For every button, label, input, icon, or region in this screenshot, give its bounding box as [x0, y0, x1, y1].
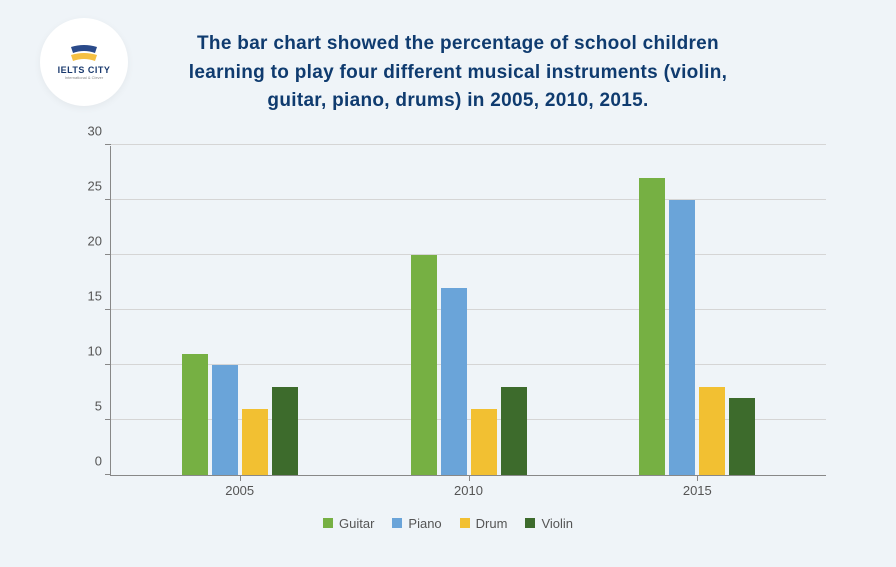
legend-swatch: [323, 518, 333, 528]
chart-legend: Guitar Piano Drum Violin: [30, 516, 866, 531]
logo-icon: [58, 45, 111, 63]
y-tick: [105, 199, 111, 200]
legend-label: Piano: [408, 516, 441, 531]
y-axis: 051015202530: [70, 146, 110, 476]
y-tick: [105, 309, 111, 310]
y-tick: [105, 419, 111, 420]
bar: [272, 387, 298, 475]
y-tick-label: 20: [88, 233, 102, 248]
legend-swatch: [392, 518, 402, 528]
legend-label: Drum: [476, 516, 508, 531]
x-tick-label: 2015: [683, 483, 712, 498]
y-tick-label: 5: [95, 398, 102, 413]
bar: [441, 288, 467, 475]
bar-group: [411, 255, 527, 475]
legend-label: Guitar: [339, 516, 374, 531]
logo-badge: IELTS CITY International & Clever: [40, 18, 128, 106]
legend-item: Drum: [460, 516, 508, 531]
y-tick-label: 10: [88, 343, 102, 358]
bar: [182, 354, 208, 475]
bar: [729, 398, 755, 475]
bar: [212, 365, 238, 475]
x-tick: [240, 475, 241, 481]
y-tick-label: 25: [88, 178, 102, 193]
gridline: [111, 144, 826, 145]
y-tick-label: 30: [88, 123, 102, 138]
bar: [669, 200, 695, 475]
page-container: IELTS CITY International & Clever The ba…: [0, 0, 896, 567]
bar: [242, 409, 268, 475]
x-tick-label: 2005: [225, 483, 254, 498]
logo-inner: IELTS CITY International & Clever: [58, 45, 111, 80]
bar: [699, 387, 725, 475]
y-tick: [105, 474, 111, 475]
legend-swatch: [525, 518, 535, 528]
bar: [501, 387, 527, 475]
y-tick: [105, 364, 111, 365]
bar-group: [639, 178, 755, 475]
bar-group: [182, 354, 298, 475]
legend-label: Violin: [541, 516, 573, 531]
chart-title: The bar chart showed the percentage of s…: [30, 20, 866, 116]
chart-plot: 200520102015: [110, 146, 826, 476]
chart-area: 051015202530 200520102015: [110, 146, 826, 476]
x-tick: [697, 475, 698, 481]
y-tick-label: 15: [88, 288, 102, 303]
legend-item: Guitar: [323, 516, 374, 531]
bar: [411, 255, 437, 475]
logo-subtext: International & Clever: [58, 75, 111, 80]
logo-stripe-top: [71, 45, 97, 53]
x-tick-label: 2010: [454, 483, 483, 498]
bar: [639, 178, 665, 475]
logo-stripe-bottom: [71, 53, 97, 61]
legend-item: Piano: [392, 516, 441, 531]
y-tick-label: 0: [95, 453, 102, 468]
y-tick: [105, 144, 111, 145]
legend-swatch: [460, 518, 470, 528]
logo-text: IELTS CITY: [58, 65, 111, 75]
y-tick: [105, 254, 111, 255]
legend-item: Violin: [525, 516, 573, 531]
x-tick: [469, 475, 470, 481]
bar: [471, 409, 497, 475]
